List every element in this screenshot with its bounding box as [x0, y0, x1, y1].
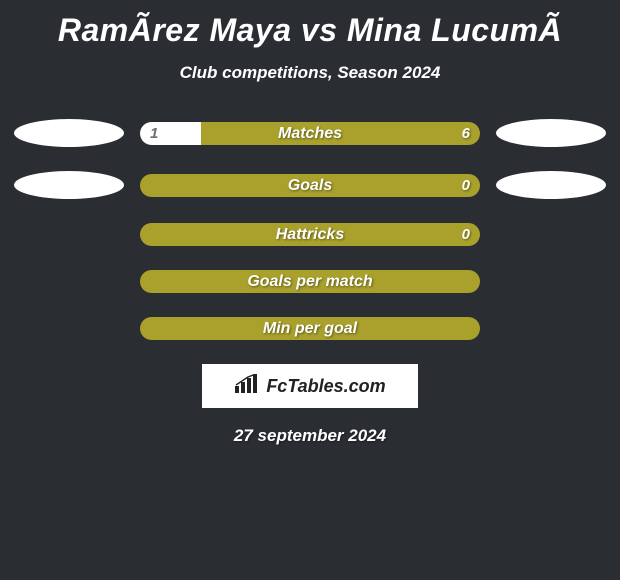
stat-bar: Goals per match [140, 270, 480, 293]
comparison-chart: Matches16Goals0Hattricks0Goals per match… [0, 119, 620, 340]
stat-bar-track [140, 174, 480, 197]
player-left-shape [14, 119, 124, 147]
stat-bar-track [140, 122, 480, 145]
comparison-row: Hattricks0 [0, 223, 620, 246]
comparison-row: Matches16 [0, 119, 620, 147]
stat-bar: Hattricks0 [140, 223, 480, 246]
page-title: RamÃ­rez Maya vs Mina LucumÃ­ [0, 0, 620, 49]
stat-value-right: 0 [462, 223, 470, 246]
logo-box: FcTables.com [202, 364, 418, 408]
page-subtitle: Club competitions, Season 2024 [0, 63, 620, 83]
stat-bar-track [140, 223, 480, 246]
date-text: 27 september 2024 [0, 426, 620, 446]
logo-text: FcTables.com [266, 376, 385, 397]
logo: FcTables.com [234, 374, 385, 399]
stat-bar-track [140, 270, 480, 293]
stat-value-right: 0 [462, 174, 470, 197]
stat-bar: Matches16 [140, 122, 480, 145]
player-right-shape [496, 119, 606, 147]
player-right-shape [496, 171, 606, 199]
stat-value-right: 6 [462, 122, 470, 145]
stat-bar: Min per goal [140, 317, 480, 340]
stat-bar: Goals0 [140, 174, 480, 197]
comparison-row: Min per goal [0, 317, 620, 340]
stat-bar-track [140, 317, 480, 340]
comparison-row: Goals0 [0, 171, 620, 199]
stat-value-left: 1 [150, 122, 158, 145]
comparison-row: Goals per match [0, 270, 620, 293]
logo-chart-icon [234, 374, 260, 399]
player-left-shape [14, 171, 124, 199]
